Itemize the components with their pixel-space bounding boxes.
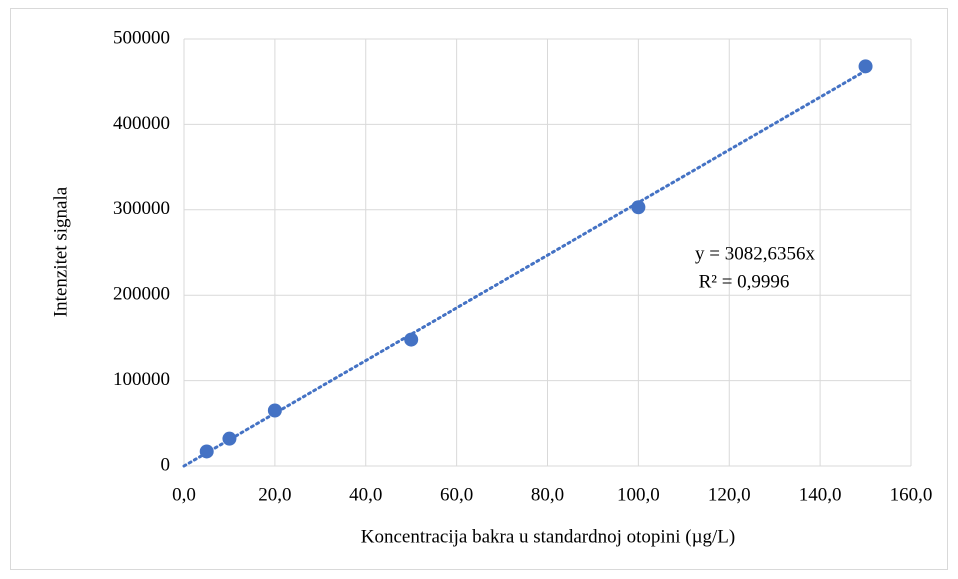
y-tick-label: 500000 bbox=[113, 27, 170, 48]
y-tick-label: 200000 bbox=[113, 284, 170, 305]
trendline bbox=[182, 69, 868, 468]
x-tick-label: 60,0 bbox=[440, 484, 473, 505]
y-tick-label: 400000 bbox=[113, 113, 170, 134]
data-point bbox=[631, 200, 646, 215]
x-tick-label: 0,0 bbox=[172, 484, 196, 505]
x-tick-label: 120,0 bbox=[708, 484, 751, 505]
data-point bbox=[858, 59, 873, 74]
x-tick-label: 20,0 bbox=[258, 484, 291, 505]
trendline-r-squared: R² = 0,9996 bbox=[699, 271, 790, 292]
x-tick-label: 40,0 bbox=[349, 484, 382, 505]
y-tick-label: 100000 bbox=[113, 369, 170, 390]
data-point bbox=[404, 332, 419, 347]
y-tick-label: 0 bbox=[161, 454, 171, 475]
x-tick-label: 80,0 bbox=[531, 484, 564, 505]
trendline-equation: y = 3082,6356x bbox=[695, 243, 815, 264]
data-point bbox=[222, 431, 237, 446]
x-tick-label: 100,0 bbox=[617, 484, 660, 505]
y-tick-label: 300000 bbox=[113, 198, 170, 219]
x-tick-label: 160,0 bbox=[890, 484, 933, 505]
y-axis-label: Intenzitet signala bbox=[50, 186, 71, 317]
x-tick-label: 140,0 bbox=[799, 484, 842, 505]
data-point bbox=[199, 444, 214, 459]
x-axis-label: Koncentracija bakra u standardnoj otopin… bbox=[361, 526, 735, 547]
data-point bbox=[267, 403, 282, 418]
chart-frame bbox=[10, 8, 948, 570]
